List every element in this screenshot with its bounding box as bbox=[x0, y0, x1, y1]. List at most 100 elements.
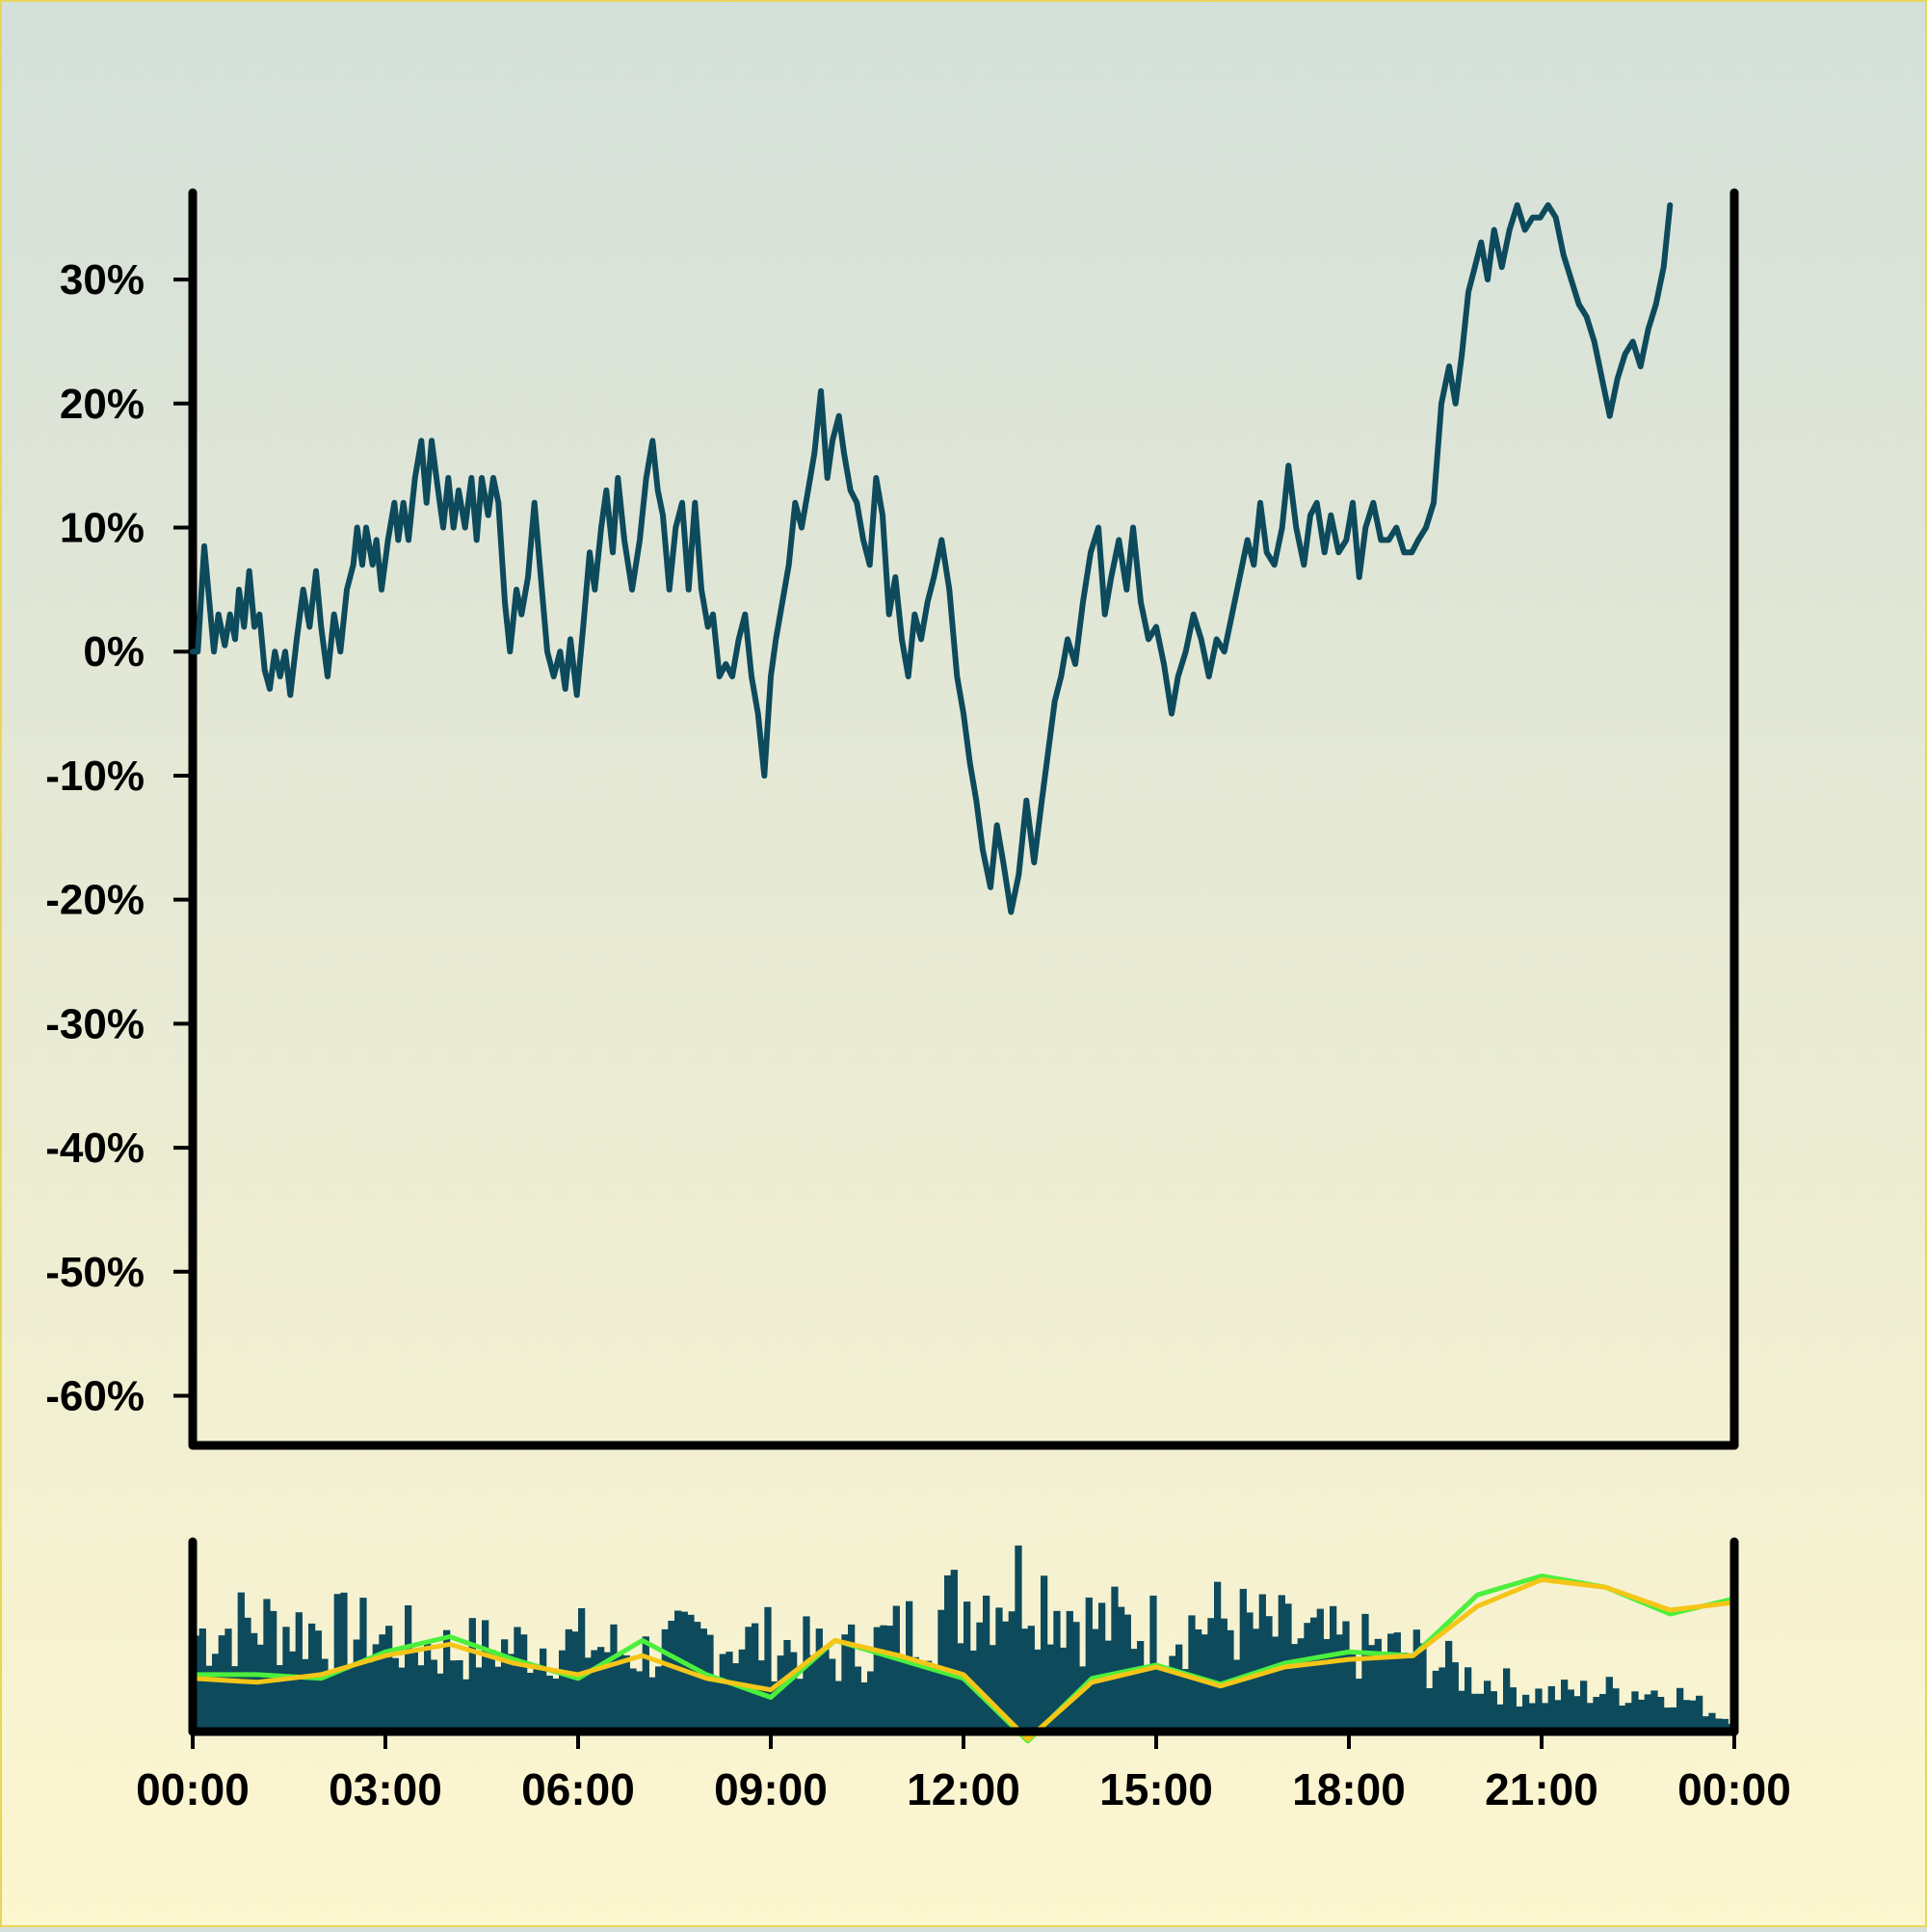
volume-bar bbox=[1015, 1545, 1022, 1732]
volume-bar bbox=[1612, 1688, 1620, 1732]
price-line bbox=[190, 201, 1674, 915]
volume-bar bbox=[1509, 1687, 1517, 1732]
volume-bar bbox=[1400, 1653, 1408, 1732]
volume-bar bbox=[1008, 1611, 1016, 1732]
volume-bar bbox=[1561, 1680, 1569, 1732]
x-tick-label: 03:00 bbox=[329, 1764, 442, 1814]
volume-bar bbox=[289, 1651, 297, 1732]
volume-bar bbox=[436, 1673, 444, 1732]
volume-bar bbox=[1689, 1700, 1697, 1732]
volume-bar bbox=[1079, 1666, 1087, 1732]
volume-bar bbox=[1721, 1718, 1729, 1732]
volume-bar bbox=[867, 1671, 875, 1732]
volume-bar bbox=[1323, 1639, 1331, 1732]
volume-bar bbox=[295, 1612, 303, 1732]
volume-bar bbox=[340, 1592, 348, 1732]
volume-bar bbox=[848, 1624, 856, 1732]
volume-bar bbox=[629, 1668, 637, 1732]
volume-bar bbox=[1573, 1696, 1581, 1732]
volume-bar bbox=[520, 1634, 528, 1732]
volume-bar bbox=[366, 1662, 374, 1732]
volume-bar bbox=[482, 1620, 489, 1732]
volume-bar bbox=[314, 1630, 322, 1732]
volume-bar bbox=[1130, 1649, 1138, 1732]
volume-bar bbox=[372, 1644, 380, 1732]
volume-bar bbox=[347, 1666, 355, 1732]
volume-bar bbox=[989, 1645, 996, 1732]
volume-bar bbox=[1361, 1613, 1369, 1732]
volume-bar bbox=[1451, 1662, 1459, 1732]
volume-bar bbox=[636, 1671, 644, 1732]
volume-bar bbox=[597, 1647, 605, 1732]
volume-bar bbox=[545, 1675, 553, 1732]
volume-bar bbox=[1567, 1689, 1574, 1732]
volume-bar bbox=[815, 1628, 823, 1732]
volume-bar bbox=[642, 1636, 649, 1732]
volume-bar bbox=[1580, 1681, 1588, 1732]
x-tick-label: 00:00 bbox=[1677, 1764, 1791, 1814]
volume-bar bbox=[906, 1601, 913, 1732]
volume-bar bbox=[1599, 1694, 1607, 1732]
volume-bar bbox=[610, 1624, 618, 1732]
volume-bar bbox=[706, 1634, 714, 1732]
volume-bar bbox=[1426, 1688, 1434, 1732]
volume-bar bbox=[1085, 1597, 1093, 1732]
x-tick-label: 12:00 bbox=[907, 1764, 1020, 1814]
volume-bar bbox=[565, 1628, 572, 1732]
volume-bar bbox=[1304, 1623, 1311, 1732]
volume-bar bbox=[410, 1648, 418, 1732]
volume-bar bbox=[1220, 1618, 1227, 1732]
volume-bar bbox=[964, 1601, 971, 1732]
volume-bar bbox=[391, 1657, 399, 1732]
volume-bar bbox=[1272, 1636, 1280, 1732]
volume-bar bbox=[1335, 1634, 1343, 1732]
volume-bar bbox=[379, 1634, 386, 1732]
y-tick-label: 30% bbox=[60, 256, 145, 304]
volume-bar bbox=[507, 1654, 515, 1732]
volume-bar bbox=[1253, 1628, 1260, 1732]
volume-bar bbox=[719, 1654, 726, 1732]
volume-bar bbox=[1663, 1707, 1671, 1732]
volume-bar bbox=[559, 1650, 567, 1732]
volume-bar bbox=[1547, 1685, 1555, 1732]
volume-bar bbox=[1374, 1638, 1382, 1732]
volume-bar bbox=[911, 1656, 919, 1732]
volume-bar bbox=[256, 1644, 264, 1732]
x-tick-label: 21:00 bbox=[1485, 1764, 1598, 1814]
volume-bar bbox=[526, 1673, 534, 1732]
volume-bar bbox=[1291, 1644, 1299, 1732]
volume-bar bbox=[771, 1681, 779, 1732]
volume-bar bbox=[1066, 1610, 1073, 1732]
volume-bar bbox=[899, 1656, 907, 1732]
volume-bar bbox=[231, 1666, 239, 1732]
volume-bar bbox=[501, 1639, 509, 1732]
volume-bar bbox=[713, 1678, 721, 1732]
volume-bar bbox=[1162, 1667, 1170, 1732]
volume-bar bbox=[321, 1658, 329, 1732]
x-tick-label: 06:00 bbox=[521, 1764, 635, 1814]
volume-bar bbox=[468, 1618, 476, 1732]
volume-bar bbox=[860, 1682, 868, 1732]
volume-bar bbox=[1470, 1693, 1478, 1732]
volume-bar bbox=[1516, 1707, 1523, 1732]
volume-bar bbox=[263, 1599, 271, 1732]
volume-bar bbox=[1060, 1647, 1068, 1732]
volume-bar bbox=[1624, 1703, 1632, 1732]
volume-bar bbox=[880, 1625, 887, 1732]
volume-bar bbox=[462, 1679, 470, 1732]
y-tick-label: -50% bbox=[45, 1249, 145, 1296]
volume-bar bbox=[1477, 1693, 1485, 1732]
volume-bar bbox=[1072, 1622, 1080, 1732]
volume-bar bbox=[950, 1570, 958, 1732]
volume-bar bbox=[1528, 1703, 1536, 1732]
volume-bar bbox=[1715, 1718, 1723, 1732]
volume-bar bbox=[1605, 1677, 1613, 1732]
volume-bar bbox=[1349, 1651, 1357, 1732]
volume-bar bbox=[1412, 1629, 1420, 1732]
volume-bar bbox=[873, 1627, 881, 1732]
volume-bar bbox=[430, 1659, 437, 1732]
volume-bar bbox=[1593, 1697, 1600, 1732]
y-tick-label: 20% bbox=[60, 381, 145, 428]
volume-bar bbox=[1258, 1594, 1266, 1732]
y-tick-label: 10% bbox=[60, 505, 145, 552]
